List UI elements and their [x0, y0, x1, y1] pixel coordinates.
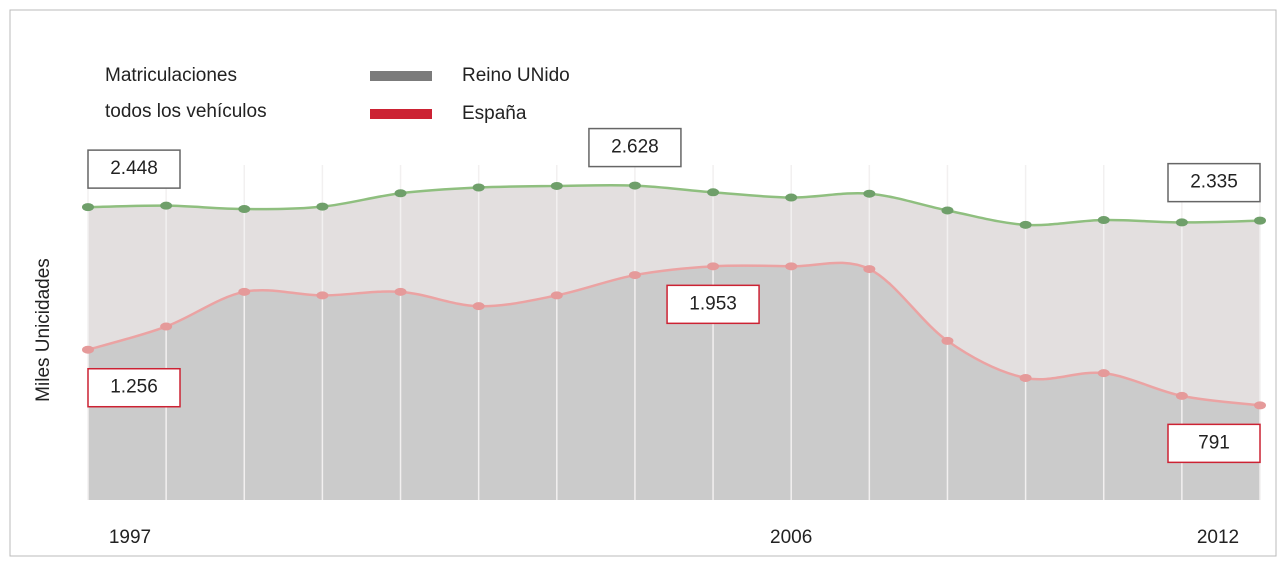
data-label-box: [1167, 162, 1261, 203]
legend-swatch: [370, 71, 432, 81]
marker: [785, 193, 798, 202]
marker: [238, 205, 251, 214]
marker: [863, 189, 876, 198]
marker: [1019, 373, 1032, 382]
marker: [82, 345, 94, 354]
legend-label: Reino UNido: [462, 65, 570, 86]
area: [88, 262, 1260, 500]
x-tick-label: 1997: [109, 527, 151, 548]
marker: [1019, 220, 1032, 229]
chart-title: todos los vehículos: [105, 101, 267, 122]
line: [87, 261, 1261, 407]
marker: [628, 181, 641, 190]
marker: [472, 183, 485, 192]
marker: [1175, 218, 1188, 227]
marker: [1097, 216, 1110, 225]
marker: [550, 291, 563, 300]
marker: [160, 201, 173, 210]
marker: [394, 189, 407, 198]
marker: [316, 291, 329, 300]
x-tick-label: 2006: [770, 527, 812, 548]
marker: [394, 287, 407, 296]
legend-swatch: [370, 109, 432, 119]
data-label-box: [87, 367, 181, 408]
data-label: 791: [1198, 432, 1230, 453]
marker: [1097, 369, 1110, 378]
marker: [785, 262, 798, 271]
line: [87, 183, 1261, 227]
frame: [9, 9, 1277, 557]
marker: [707, 262, 720, 271]
marker: [1254, 216, 1266, 225]
marker: [1254, 401, 1266, 410]
data-label: 2.335: [1190, 172, 1238, 193]
y-axis-label: Miles Unicidades: [33, 258, 54, 402]
marker: [1175, 391, 1188, 400]
marker: [863, 265, 876, 274]
data-label-box: [666, 284, 760, 325]
marker: [238, 287, 251, 296]
marker: [472, 302, 485, 311]
data-label: 1.953: [689, 293, 737, 314]
x-tick-label: 2012: [1197, 527, 1239, 548]
marker: [628, 271, 641, 280]
data-label: 2.448: [110, 158, 158, 179]
data-label-box: [1167, 423, 1261, 464]
marker: [707, 188, 720, 197]
data-label-box: [588, 127, 682, 168]
data-label: 1.256: [110, 377, 158, 398]
marker: [160, 322, 173, 331]
marker: [941, 206, 954, 215]
data-label-box: [87, 149, 181, 189]
marker: [550, 181, 563, 190]
marker: [82, 203, 94, 212]
marker: [316, 202, 329, 211]
marker: [941, 336, 954, 345]
chart-title: Matriculaciones: [105, 65, 237, 86]
data-label: 2.628: [611, 137, 659, 158]
legend-label: España: [462, 103, 527, 124]
